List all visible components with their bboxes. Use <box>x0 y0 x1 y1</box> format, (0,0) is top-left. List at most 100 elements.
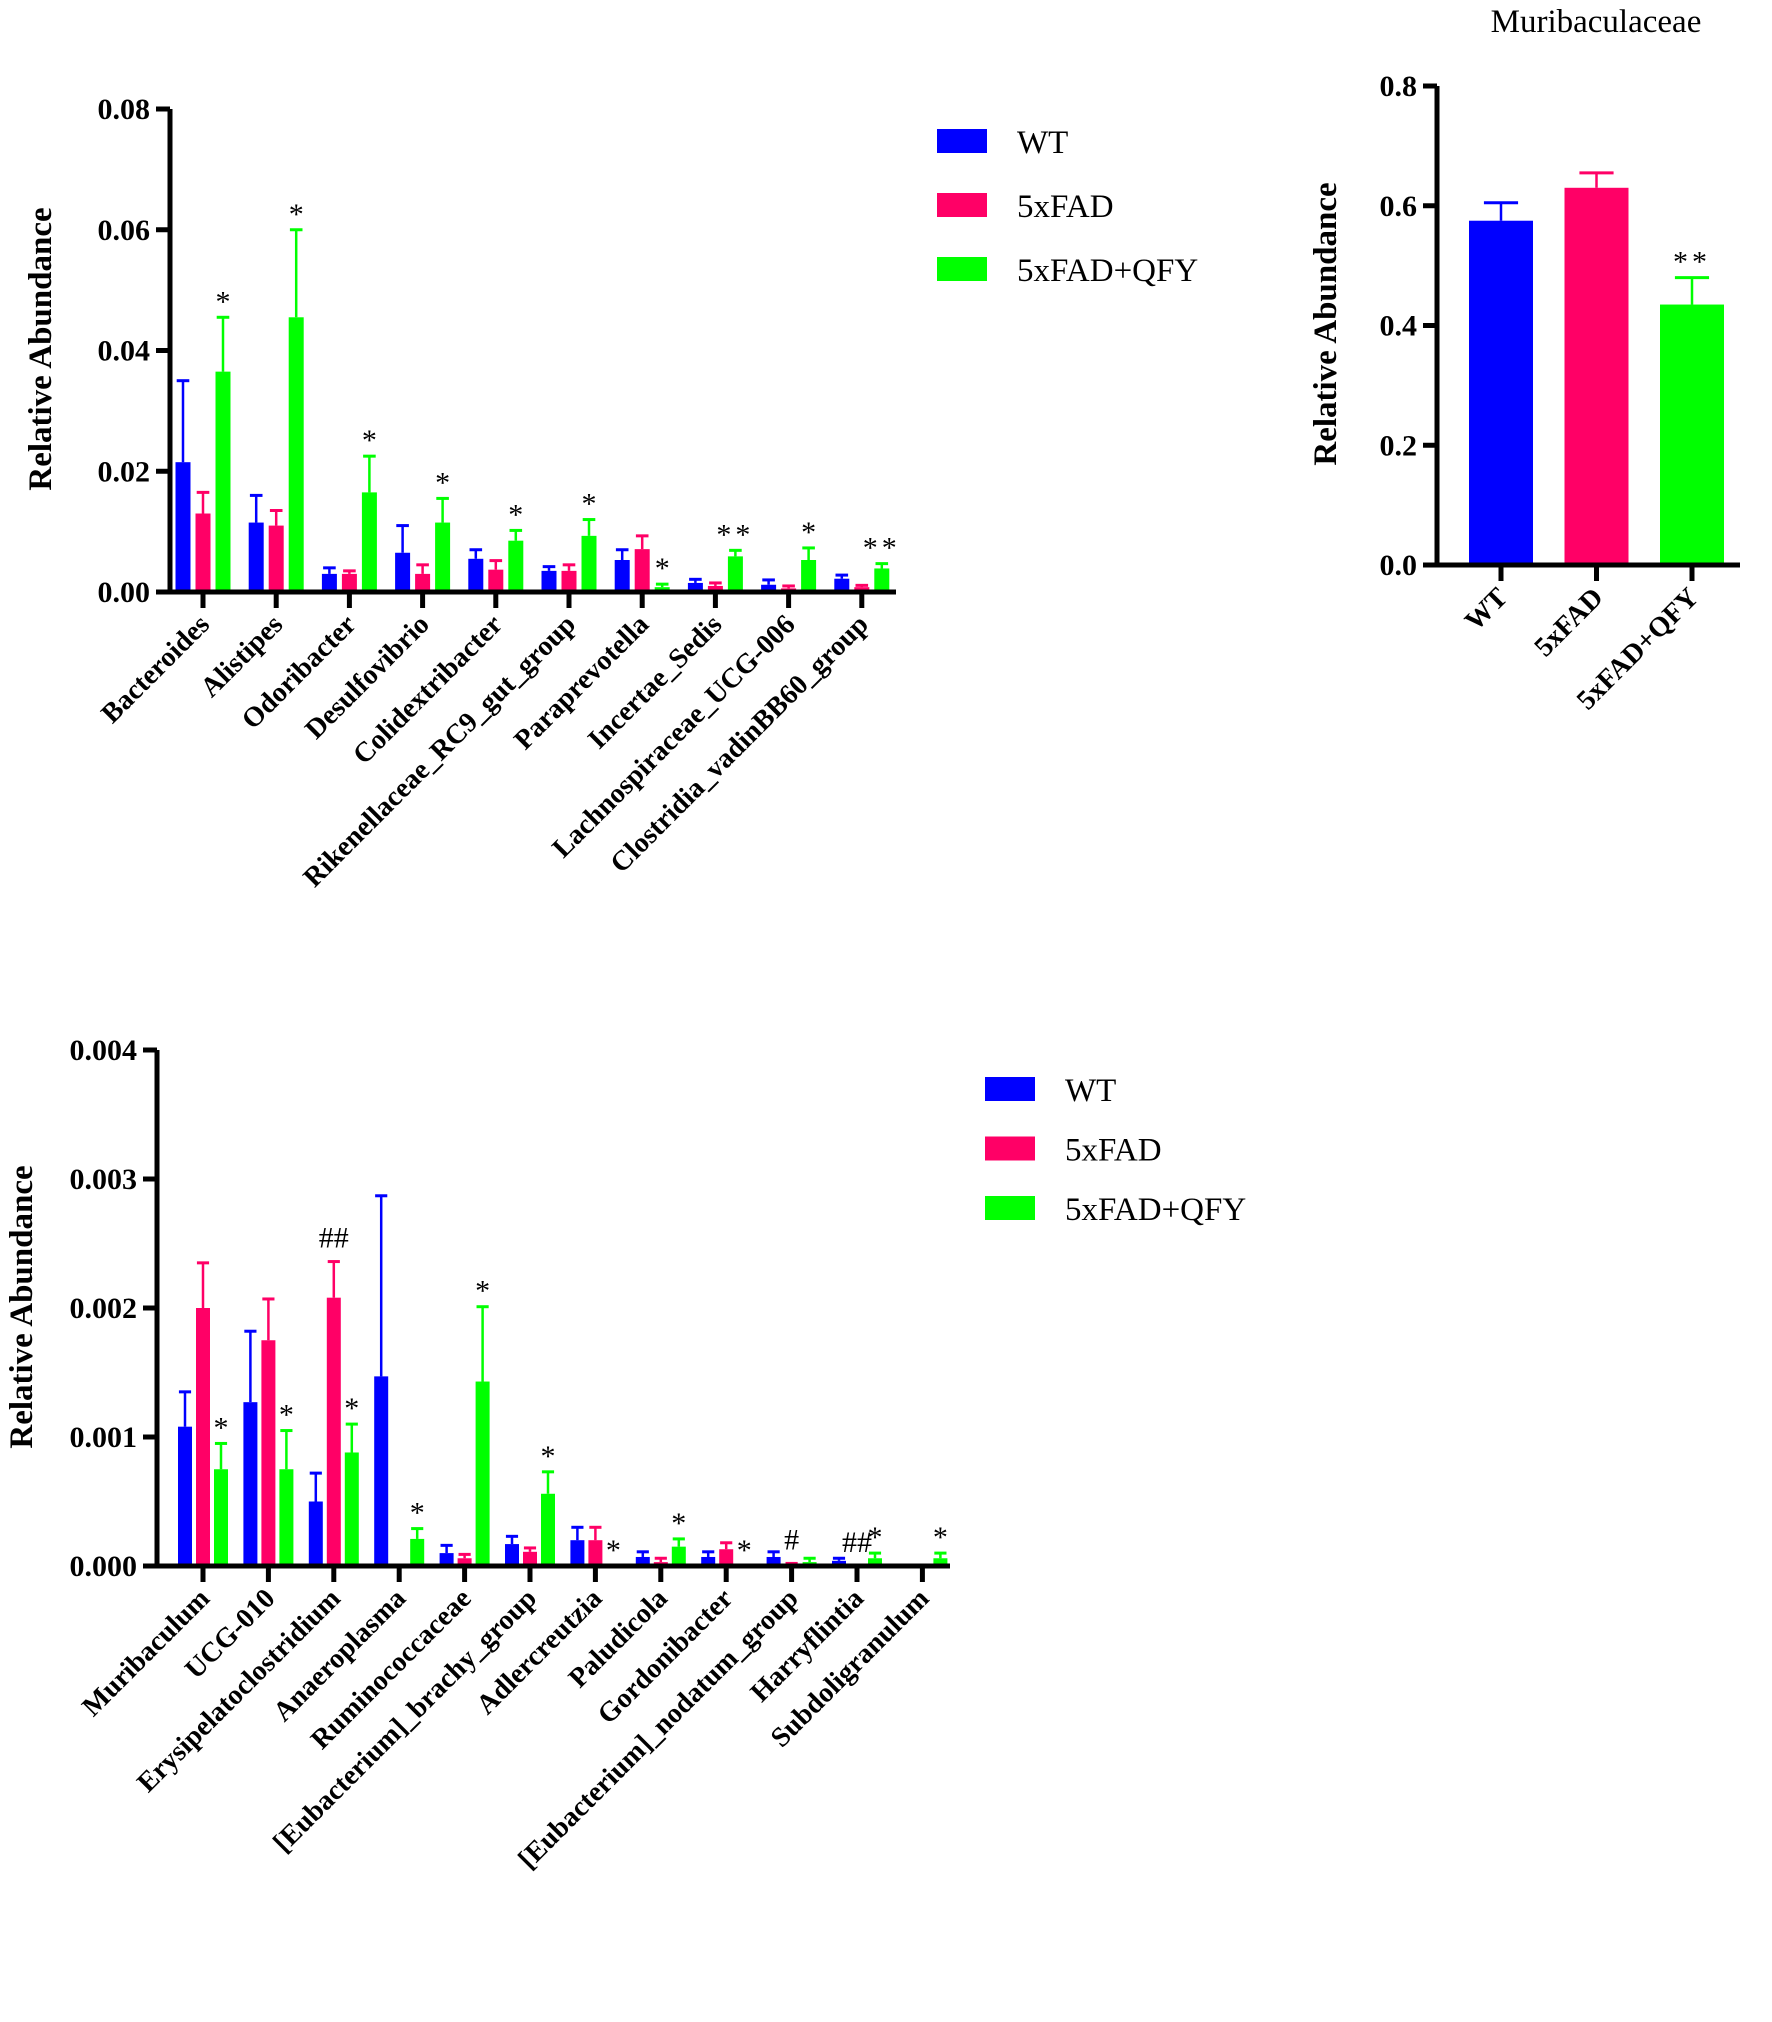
significance-marker: ** <box>716 518 754 551</box>
bar <box>868 1558 882 1566</box>
bar <box>261 1340 276 1566</box>
significance-marker: * <box>737 1534 752 1567</box>
significance-marker: * <box>289 198 304 231</box>
bar <box>178 1426 192 1566</box>
bar <box>361 492 377 592</box>
significance-marker: * <box>362 424 377 457</box>
bar <box>374 1376 389 1566</box>
bar <box>707 585 723 592</box>
bar <box>196 1308 210 1566</box>
bar <box>834 578 850 592</box>
significance-marker: * <box>606 1534 621 1567</box>
bar <box>832 1560 846 1566</box>
bar <box>933 1558 948 1566</box>
bar <box>570 1540 585 1566</box>
bar <box>243 1402 258 1566</box>
legend-label: 5xFAD+QFY <box>1017 253 1198 289</box>
x-tick-label: WT <box>1459 582 1514 637</box>
chart-1: 0.00.20.40.60.8WT 5xFAD5xFAD+QFYRelative … <box>1308 4 1740 716</box>
bar <box>1660 304 1724 565</box>
legend-0: WT 5xFAD 5xFAD+QFY <box>937 125 1198 289</box>
y-tick-label: 0.04 <box>98 335 151 368</box>
bar <box>215 371 231 592</box>
legend-swatch <box>937 257 987 281</box>
bar <box>719 1549 734 1566</box>
significance-marker: * <box>582 488 597 521</box>
significance-marker: # <box>784 1523 799 1556</box>
chart-0: 0.000.020.040.060.08BacteroidesAlistipes… <box>23 93 897 893</box>
bar <box>1564 187 1629 565</box>
x-tick-label: Bacteroides <box>95 609 216 730</box>
significance-marker: * <box>214 1411 229 1444</box>
bar <box>435 522 451 592</box>
bar <box>541 1493 555 1566</box>
y-tick-label: 0.4 <box>1380 310 1418 343</box>
bar <box>488 569 504 592</box>
bar <box>248 522 264 592</box>
bar <box>457 1558 472 1566</box>
significance-marker: * <box>868 1521 883 1554</box>
bar <box>439 1553 454 1566</box>
bar <box>195 513 211 592</box>
bar <box>505 1544 519 1566</box>
bar <box>766 1556 781 1566</box>
bar <box>279 1469 294 1566</box>
bar <box>175 462 191 592</box>
legend-label: 5xFAD+QFY <box>1065 1192 1246 1228</box>
legend-swatch <box>985 1196 1035 1220</box>
bar <box>523 1551 537 1566</box>
bar <box>415 573 431 592</box>
bar <box>508 540 524 592</box>
bar <box>614 560 630 592</box>
chart-title: Muribaculaceae <box>1491 4 1702 40</box>
significance-marker: * <box>671 1507 686 1540</box>
y-axis-label: Relative Abundance <box>4 1165 40 1448</box>
y-tick-label: 0.00 <box>98 576 151 609</box>
bar <box>874 568 890 592</box>
significance-marker: ** <box>1673 246 1711 279</box>
legend-swatch <box>985 1136 1035 1161</box>
y-tick-label: 0.004 <box>70 1034 138 1067</box>
y-tick-label: 0.08 <box>98 93 151 126</box>
bar <box>727 556 743 592</box>
y-tick-label: 0.0 <box>1380 549 1418 582</box>
legend-swatch <box>985 1077 1035 1101</box>
bar <box>761 584 777 592</box>
bar <box>541 570 557 592</box>
bar <box>635 1556 650 1566</box>
bar <box>468 558 484 592</box>
y-tick-label: 0.001 <box>70 1421 138 1454</box>
bar <box>341 573 357 592</box>
bar <box>395 552 411 592</box>
significance-marker: ## <box>319 1222 349 1255</box>
significance-marker: * <box>508 498 523 531</box>
legend-label: 5xFAD <box>1065 1133 1162 1169</box>
chart-2: 0.0000.0010.0020.0030.004MuribaculumUCG-… <box>4 1034 950 1875</box>
significance-marker: * <box>475 1275 490 1308</box>
significance-marker: * <box>933 1521 948 1554</box>
y-axis-label: Relative Abundance <box>1308 182 1344 465</box>
bar <box>561 570 577 592</box>
legend-label: WT <box>1065 1073 1116 1109</box>
bar <box>410 1538 425 1566</box>
bar <box>701 1556 716 1566</box>
x-tick-label: 5xFAD <box>1529 582 1610 663</box>
significance-marker: * <box>410 1497 425 1530</box>
bar <box>634 549 650 592</box>
significance-marker: * <box>655 552 670 585</box>
y-tick-label: 0.8 <box>1380 70 1418 103</box>
y-tick-label: 0.6 <box>1380 190 1418 223</box>
significance-marker: * <box>541 1440 556 1473</box>
bar <box>308 1501 323 1566</box>
bar <box>268 525 284 592</box>
y-tick-label: 0.003 <box>70 1163 138 1196</box>
bar <box>321 573 337 592</box>
y-tick-label: 0.2 <box>1380 429 1418 462</box>
legend-label: WT <box>1017 125 1068 161</box>
y-tick-label: 0.000 <box>70 1550 138 1583</box>
y-tick-label: 0.002 <box>70 1292 138 1325</box>
y-axis-label: Relative Abundance <box>23 207 59 490</box>
legend-1: WT 5xFAD 5xFAD+QFY <box>985 1073 1246 1228</box>
